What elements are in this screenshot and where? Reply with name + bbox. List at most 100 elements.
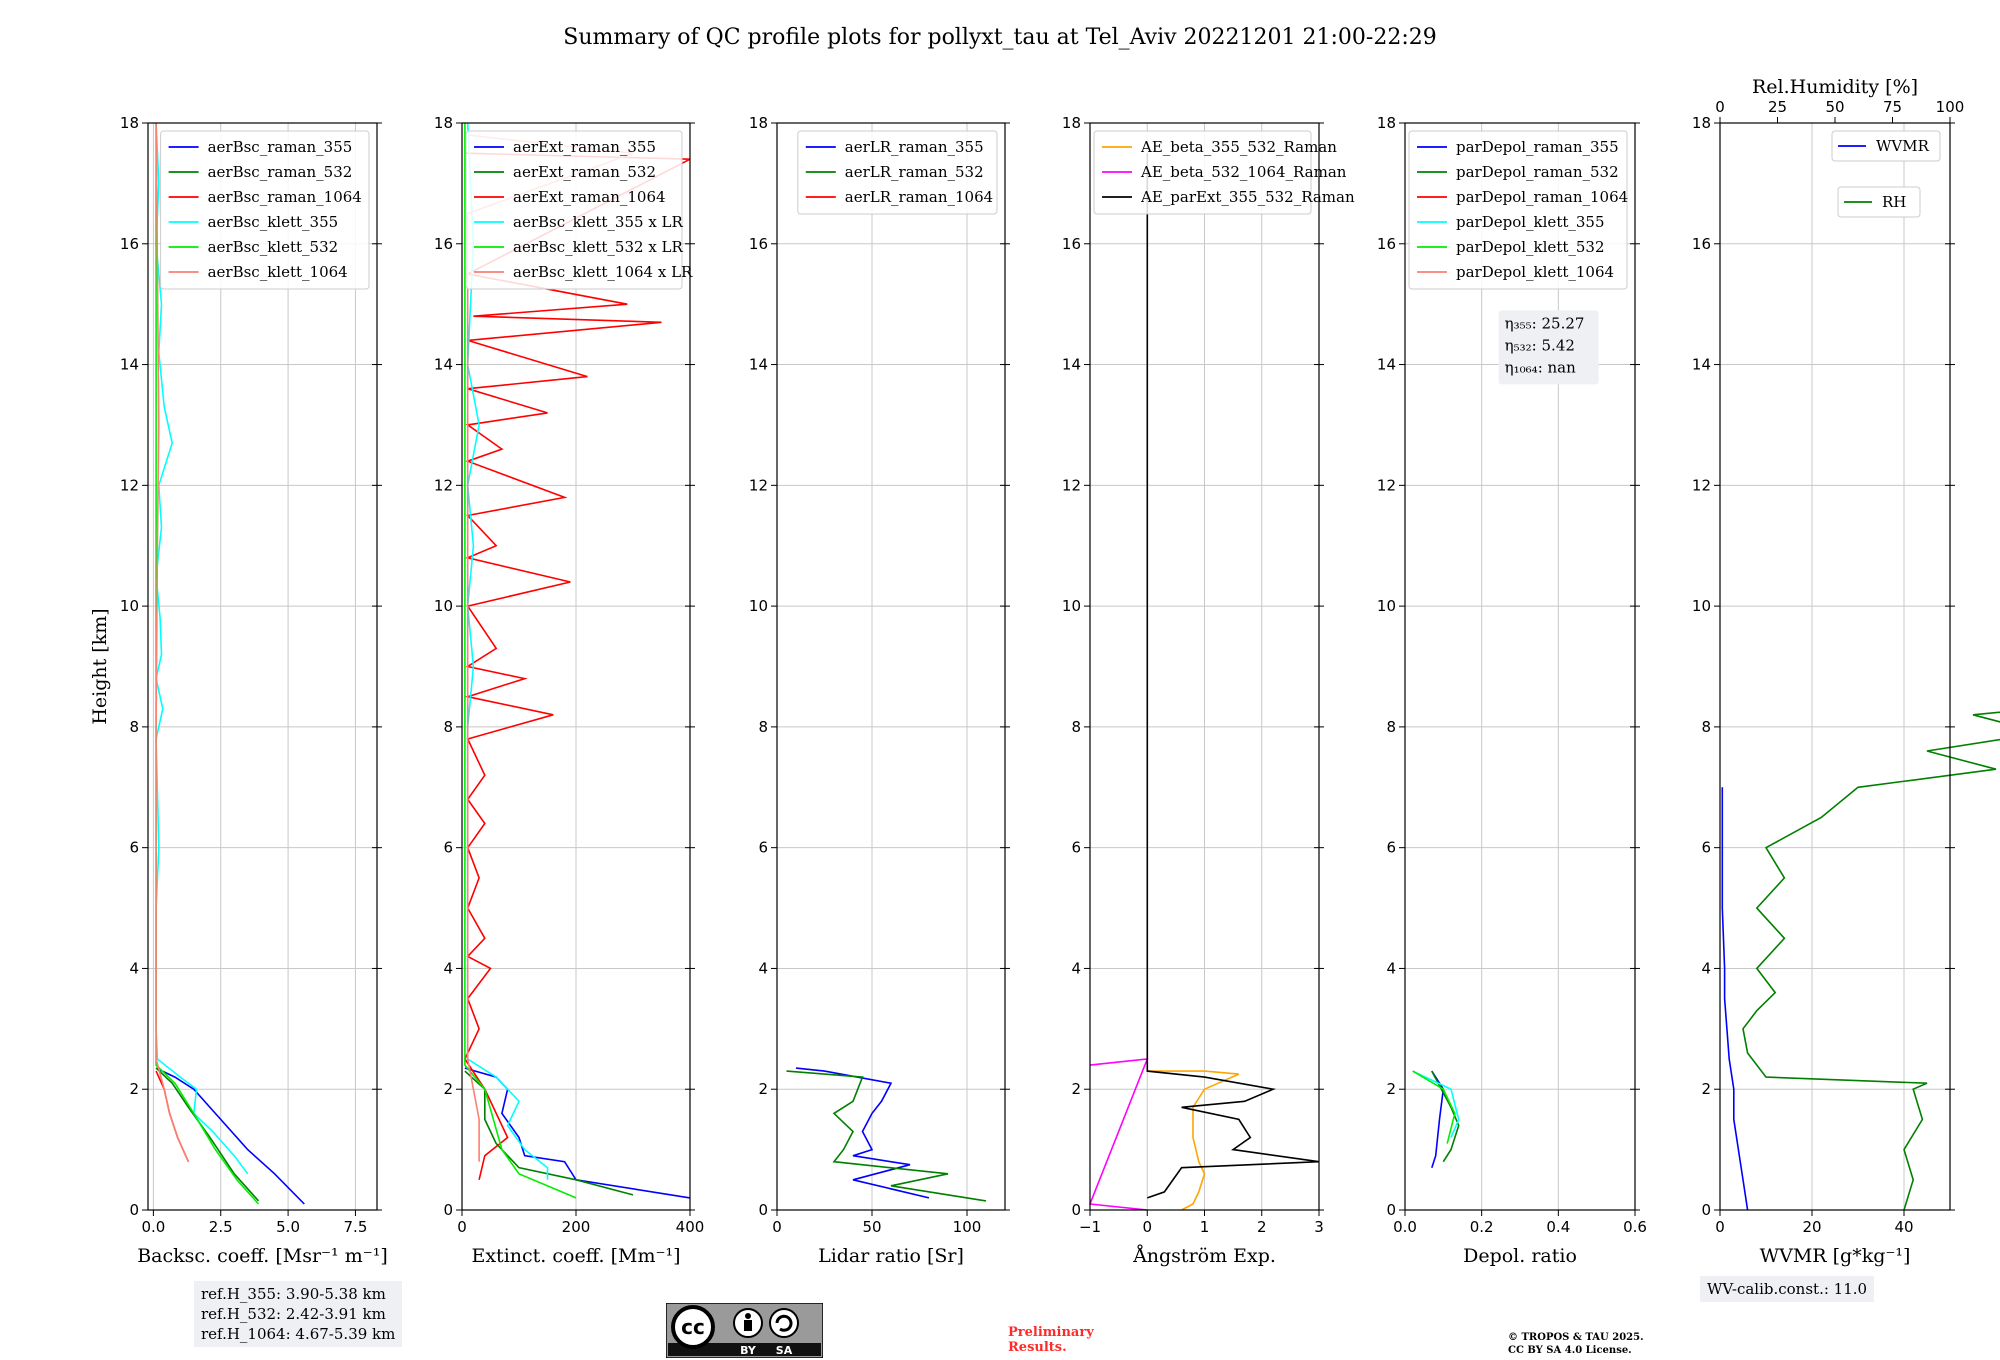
y-tick-label-6: 12 [749,476,768,494]
legend-wvmr: WVMR [1831,130,1941,162]
series-line-0 [1721,787,1749,1211]
y-tick-label-3: 6 [1386,839,1396,857]
y-tick-label-6: 12 [1692,476,1711,494]
y-tick-label-3: 6 [1071,839,1081,857]
legend: AE_beta_355_532_Raman AE_beta_532_1064_Ra… [1093,130,1355,215]
y-tick-label-1: 2 [1386,1080,1396,1098]
x-tick-label-1: 2.5 [209,1218,233,1236]
legend-label-5: parDepol_klett_1064 [1456,263,1614,281]
y-tick-label-8: 16 [1377,235,1396,253]
x-tick-label-1: 0 [1142,1218,1152,1236]
x-tick-label-2: 5.0 [276,1218,300,1236]
refh-1064: ref.H_1064: 4.67-5.39 km [201,1325,396,1343]
x-tick-label-1: 50 [862,1218,881,1236]
y-tick-label-8: 16 [1692,235,1711,253]
eta-line-2: η₁₀₆₄: nan [1505,358,1576,376]
series-line-4 [155,123,260,1205]
y-tick-label-5: 10 [120,597,139,615]
legend-label: WVMR [1876,137,1930,155]
y-tick-label-9: 18 [434,114,453,132]
x-axis-label: Backsc. coeff. [Msr⁻¹ m⁻¹] [137,1245,388,1267]
series-line-4 [464,123,577,1199]
preliminary-note: Preliminary Results. [1008,1325,1094,1355]
series-line-0 [1147,1070,1240,1211]
y-tick-label-7: 14 [1692,356,1711,374]
series-line-2 [463,152,691,1180]
y-tick-label-0: 0 [1701,1201,1711,1219]
y-tick-label-4: 8 [1701,718,1711,736]
y-tick-label-9: 18 [1377,114,1396,132]
x-tick-label-1: 200 [562,1218,591,1236]
series-line-1 [1088,1058,1149,1211]
axes-frame [1404,122,1636,1211]
legend-label-1: parDepol_raman_532 [1456,163,1619,181]
x2-tick-label-1: 25 [1768,98,1787,116]
legend-rh: RH [1837,186,1921,218]
y-tick-label-6: 12 [1062,476,1081,494]
y-tick-label-7: 14 [120,356,139,374]
eta-line-0: η₃₅₅: 25.27 [1505,314,1585,332]
series-line-3 [1412,1070,1460,1138]
y-tick-label-9: 18 [1062,114,1081,132]
x-tick-label-0: 0 [772,1218,782,1236]
legend-label-5: aerBsc_klett_1064 [208,263,348,281]
cc-by-sa-icon: cc BY SA [666,1303,823,1358]
legend-label-3: aerBsc_klett_355 [208,213,339,231]
refh-355: ref.H_355: 3.90-5.38 km [201,1285,386,1303]
legend-label-2: aerBsc_raman_1064 [208,188,362,206]
legend-label-1: aerExt_raman_532 [513,163,656,181]
x2-axis-label: Rel.Humidity [%] [1752,76,1918,98]
series-line-2 [1146,153,1320,1199]
figure-title: Summary of QC profile plots for pollyxt_… [563,25,1436,50]
svg-text:cc: cc [681,1315,705,1339]
x-tick-label-2: 0.4 [1546,1218,1570,1236]
legend-label-1: aerLR_raman_532 [845,163,984,181]
reference-height-box: ref.H_355: 3.90-5.38 km ref.H_532: 2.42-… [194,1281,403,1347]
panel-2: 0 200 400 0 2 4 6 8 10 12 14 16 18 Extinct. coeff. [M… [434,114,704,1267]
x-tick-label-3: 2 [1257,1218,1267,1236]
y-tick-label-2: 4 [443,959,453,977]
x-tick-label-0: 0.0 [1393,1218,1417,1236]
legend-label-5: aerBsc_klett_1064 x LR [513,263,693,281]
legend-label-4: parDepol_klett_532 [1456,238,1605,256]
y-tick-label-8: 16 [434,235,453,253]
legend-label-4: aerBsc_klett_532 x LR [513,238,684,256]
legend: aerLR_raman_355 aerLR_raman_532 aerLR_rama… [797,130,998,215]
copyright-line-1: © TROPOS & TAU 2025. [1508,1332,1644,1343]
preliminary-line-2: Results. [1008,1340,1067,1355]
y-tick-label-3: 6 [758,839,768,857]
x-axis-label: Depol. ratio [1463,1245,1577,1267]
y-tick-label-4: 8 [1386,718,1396,736]
eta-box [1498,310,1599,385]
legend-frame [1837,186,1921,218]
legend: aerExt_raman_355 aerExt_raman_532 aerExt_r… [465,130,693,290]
x2-tick-label-3: 75 [1883,98,1902,116]
y-tick-label-8: 16 [749,235,768,253]
y-tick-label-1: 2 [1701,1080,1711,1098]
x-tick-label-3: 7.5 [344,1218,368,1236]
y-tick-label-0: 0 [1386,1201,1396,1219]
wv-calib-const: WV-calib.const.: 11.0 [1707,1280,1868,1298]
y-tick-label-2: 4 [758,959,768,977]
x2-tick-label-4: 100 [1936,98,1965,116]
x-axis-label: Lidar ratio [Sr] [818,1245,964,1267]
x-tick-label-1: 0.2 [1470,1218,1494,1236]
legend-label-0: aerExt_raman_355 [513,138,656,156]
legend-frame [797,130,998,215]
y-tick-label-0: 0 [758,1201,768,1219]
x-tick-label-2: 100 [953,1218,982,1236]
x-tick-label-1: 20 [1802,1218,1821,1236]
y-tick-label-2: 4 [1071,959,1081,977]
y-tick-label-5: 10 [434,597,453,615]
y-tick-label-2: 4 [129,959,139,977]
panel-3: 0 50 100 0 2 4 6 8 10 12 14 16 18 Lidar ratio [Sr] aer… [749,114,1010,1267]
legend-label-0: aerBsc_raman_355 [208,138,353,156]
y-tick-label-7: 14 [434,356,453,374]
y-tick-label-9: 18 [120,114,139,132]
legend-label-1: AE_beta_532_1064_Raman [1140,163,1347,181]
y-tick-label-5: 10 [1692,597,1711,615]
axes-frame [776,122,1006,1211]
y-tick-label-0: 0 [443,1201,453,1219]
y-tick-label-1: 2 [1071,1080,1081,1098]
legend-frame [465,130,683,290]
